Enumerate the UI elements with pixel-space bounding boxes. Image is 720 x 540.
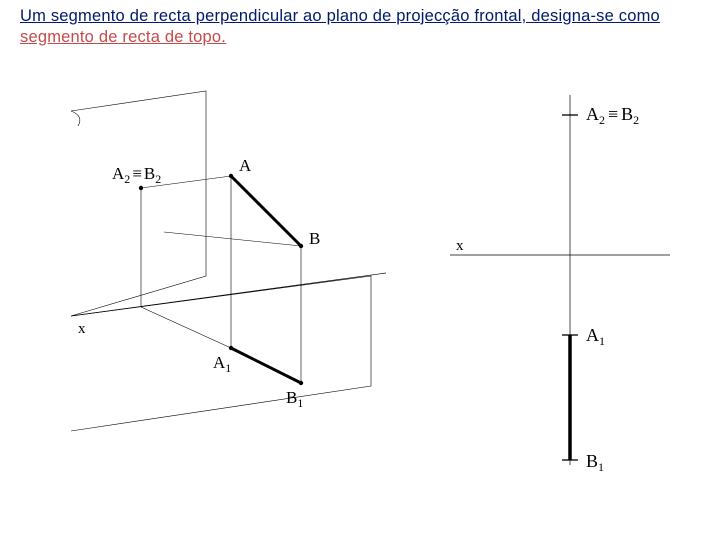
label-b: B xyxy=(309,229,320,248)
label-b1-flat: B1 xyxy=(586,451,604,474)
label-a: A xyxy=(239,156,252,175)
label-a2b2: A2≡B2 xyxy=(112,164,161,186)
heading-highlight: segmento de recta de topo. xyxy=(20,28,226,46)
left-figure: A B A2≡B2 A1 B1 x xyxy=(26,76,396,476)
segment-a1b1 xyxy=(231,348,301,383)
right-figure-svg: A2≡B2 A1 B1 x xyxy=(440,80,690,490)
heading-pre: Um segmento de recta perpendicular ao pl… xyxy=(20,7,660,25)
label-a1-flat: A1 xyxy=(586,325,605,348)
pt-a1 xyxy=(229,346,233,350)
label-a2b2-flat: A2≡B2 xyxy=(586,104,639,127)
proj-b-to-frontal xyxy=(164,232,301,246)
x-axis-label-right: x xyxy=(456,238,464,254)
right-figure: A2≡B2 A1 B1 x xyxy=(440,80,690,490)
page-curl xyxy=(71,111,80,126)
vertical-plane xyxy=(71,91,206,316)
pt-a2b2 xyxy=(139,186,143,190)
pt-b xyxy=(299,244,303,248)
pt-a xyxy=(229,174,233,178)
left-figure-svg: A B A2≡B2 A1 B1 x xyxy=(26,76,396,476)
x-axis-label-left: x xyxy=(78,321,86,337)
x-axis-3d xyxy=(71,273,386,316)
label-b1: B1 xyxy=(286,388,303,410)
pt-b1 xyxy=(299,381,303,385)
page-title: Um segmento de recta perpendicular ao pl… xyxy=(20,6,700,47)
segment-ab xyxy=(231,176,301,246)
label-a1: A1 xyxy=(213,353,231,375)
proj-h-a2b2-to-a1 xyxy=(141,307,231,348)
